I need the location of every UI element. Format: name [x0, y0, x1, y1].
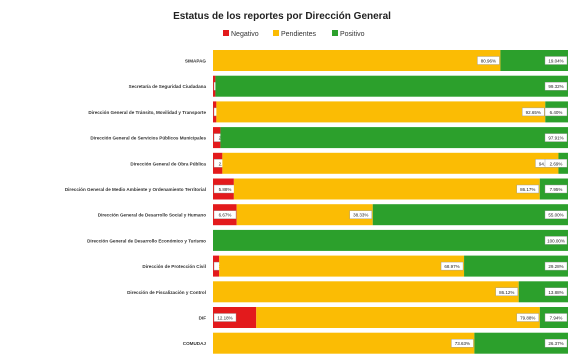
bar-pendientes	[222, 152, 559, 174]
data-label-box	[477, 56, 500, 65]
data-label: 38.33%	[353, 213, 368, 218]
data-label-box	[451, 339, 474, 348]
legend-swatch-positivo	[332, 30, 338, 36]
bar-positivo	[518, 281, 568, 303]
legend-label-positivo: Positivo	[340, 31, 365, 38]
bar-positivo	[215, 75, 568, 97]
category-label: Dirección de Protección Civil	[142, 264, 206, 269]
data-label-box	[544, 210, 568, 219]
data-label-box	[522, 107, 545, 117]
data-label-box	[516, 313, 540, 322]
data-label: 19.04%	[548, 59, 563, 64]
category-label: DIF	[199, 316, 207, 321]
bar-pendientes	[256, 307, 540, 328]
data-label-box	[544, 133, 568, 142]
bar-pendientes	[213, 281, 519, 303]
category-label: Dirección General de Servicios Públicos …	[90, 136, 206, 141]
data-label: 2.69%	[550, 161, 563, 166]
data-label: 68.97%	[444, 264, 459, 269]
bar-positivo	[464, 255, 568, 277]
data-label: 7.95%	[550, 187, 563, 192]
data-label-box	[544, 236, 568, 245]
data-label: 79.88%	[520, 316, 535, 321]
data-label-box	[440, 261, 464, 271]
category-label: Dirección de Fiscalización y Control	[127, 290, 206, 295]
bar-positivo	[372, 204, 568, 226]
category-label: Dirección General de Tránsito, Movilidad…	[88, 110, 206, 115]
data-label: 92.65%	[526, 110, 541, 115]
data-label: 26.37%	[548, 341, 563, 346]
bars: SIMAPAG 80.96% 19.04% Secretaría de Segurid…	[65, 50, 568, 354]
data-label: 80.96%	[481, 59, 496, 64]
data-label-box	[544, 184, 568, 194]
data-label: 86.17%	[520, 187, 535, 192]
data-label-box	[544, 261, 568, 271]
bar-positivo	[220, 127, 568, 149]
data-label: 12.18%	[217, 316, 232, 321]
data-label: 55.00%	[548, 213, 563, 218]
data-label-box	[544, 287, 568, 296]
data-label: 97.91%	[548, 136, 563, 141]
category-label: Secretaría de Seguridad Ciudadana	[129, 84, 207, 89]
data-label-box	[544, 81, 568, 91]
legend: Negativo Pendientes Positivo	[223, 30, 365, 38]
legend-label-negativo: Negativo	[231, 31, 259, 38]
bar-positivo	[474, 332, 568, 354]
legend-label-pendientes: Pendientes	[281, 31, 317, 38]
data-label: 6.67%	[219, 213, 232, 218]
bar-positivo	[500, 50, 568, 71]
data-label: 13.88%	[548, 290, 563, 295]
chart-title: Estatus de los reportes por Dirección Ge…	[173, 11, 391, 22]
data-label: 5.88%	[219, 187, 232, 192]
data-label-box	[544, 159, 568, 168]
legend-swatch-pendientes	[273, 30, 279, 36]
data-label-box	[213, 210, 237, 219]
data-label-box	[544, 313, 568, 322]
data-label-box	[213, 313, 237, 322]
bar-pendientes	[213, 332, 475, 354]
data-label: 99.32%	[548, 84, 563, 89]
category-label: COMUDAJ	[183, 341, 207, 346]
data-label-box	[516, 184, 539, 194]
data-label: 100.00%	[547, 238, 565, 243]
data-label: 6.40%	[550, 110, 563, 115]
category-label: SIMAPAG	[185, 59, 207, 64]
category-label: Dirección General de Obra Pública	[130, 161, 206, 166]
bar-positivo	[213, 229, 568, 251]
data-label-box	[495, 287, 518, 296]
category-label: Dirección General de Desarrollo Social y…	[98, 213, 206, 218]
bar-pendientes	[216, 101, 546, 123]
legend-swatch-negativo	[223, 30, 229, 36]
bar-pendientes	[236, 204, 373, 226]
category-label: Dirección General de Desarrollo Económic…	[87, 238, 206, 243]
data-label-box	[349, 210, 372, 219]
data-label-box	[544, 56, 568, 65]
category-label: Dirección General de Medio Ambiente y Or…	[65, 187, 206, 192]
data-label-box	[544, 339, 568, 348]
bar-pendientes	[213, 50, 501, 71]
bar-pendientes	[233, 178, 540, 200]
data-label: 73.63%	[455, 341, 470, 346]
bar-pendientes	[219, 255, 465, 277]
data-label-box	[544, 107, 568, 117]
data-label: 29.28%	[548, 264, 563, 269]
data-label: 7.94%	[550, 316, 563, 321]
data-label: 86.12%	[499, 290, 514, 295]
